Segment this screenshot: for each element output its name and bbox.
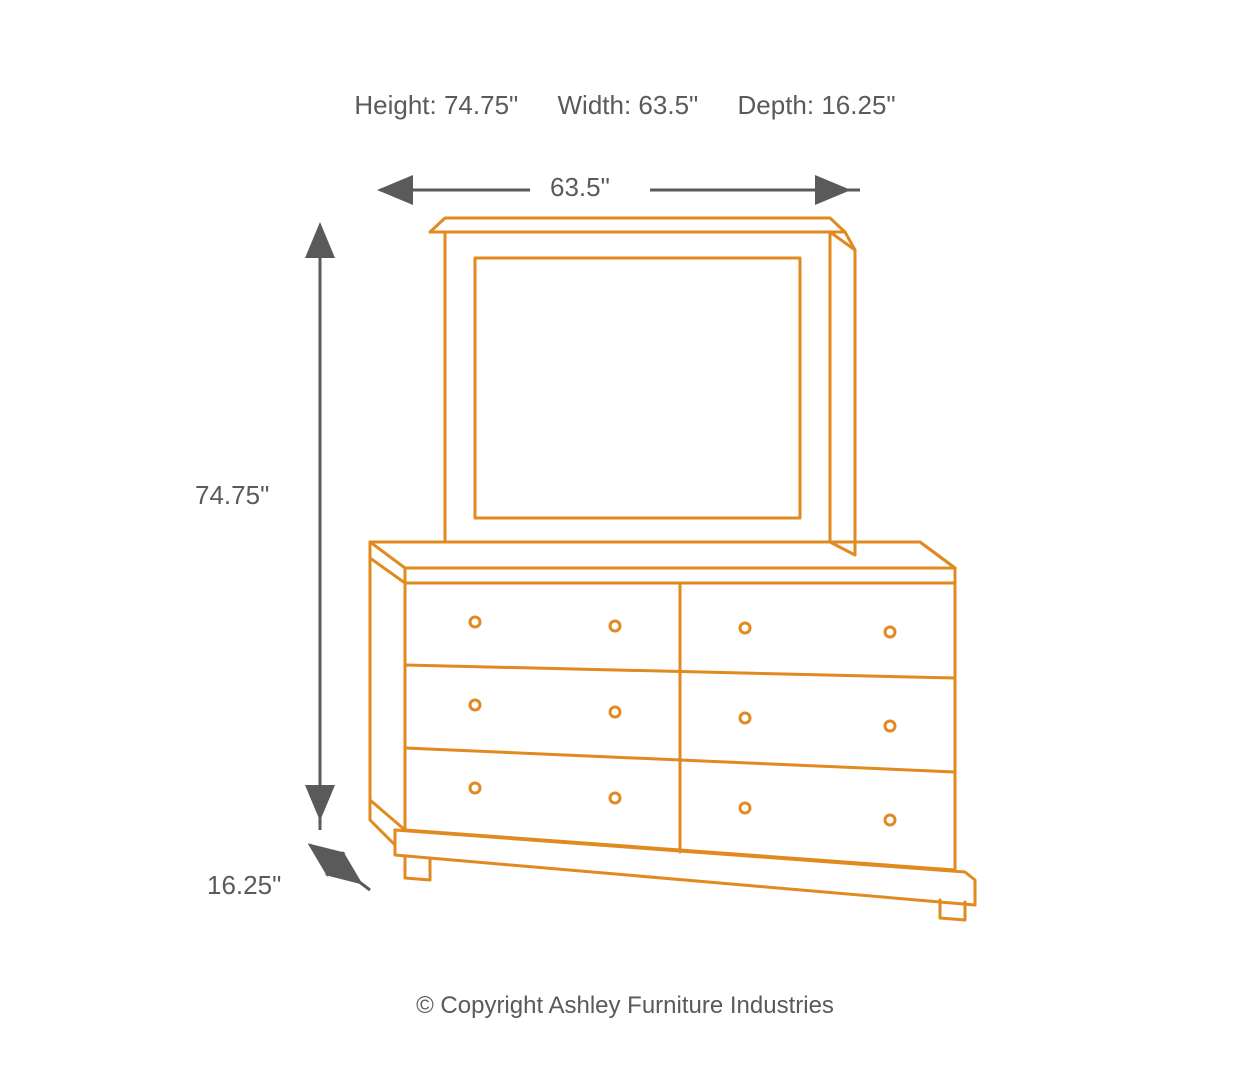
copyright-footer: © Copyright Ashley Furniture Industries bbox=[0, 992, 1250, 1020]
furniture-diagram bbox=[0, 0, 1250, 1080]
dresser-drawing bbox=[370, 218, 975, 920]
depth-arrow bbox=[310, 845, 370, 890]
